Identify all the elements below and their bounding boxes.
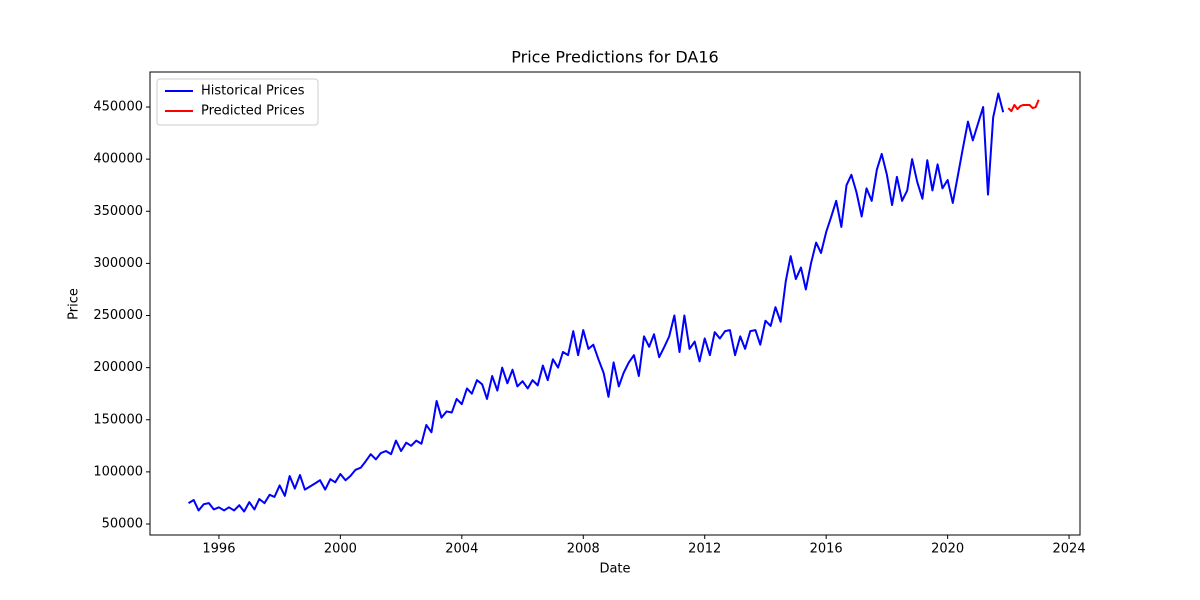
- line-series: [188, 92, 1005, 513]
- x-tick-label: 2020: [931, 542, 964, 557]
- y-tick-label: 100000: [93, 464, 143, 479]
- x-tick-label: 2004: [445, 542, 478, 557]
- y-tick-label: 350000: [93, 204, 143, 219]
- x-tick-label: 2016: [810, 542, 843, 557]
- plot-area: [149, 71, 1081, 536]
- chart-title: Price Predictions for DA16: [511, 48, 718, 67]
- legend-label: Historical Prices: [201, 84, 305, 99]
- legend-box: [156, 78, 319, 126]
- y-tick-label: 450000: [93, 100, 143, 115]
- legend: Historical Prices Predicted Prices: [156, 78, 319, 126]
- legend-label: Predicted Prices: [201, 104, 305, 119]
- y-tick-label: 50000: [102, 517, 143, 532]
- y-tick-label: 150000: [93, 412, 143, 427]
- x-tick-label: 1996: [202, 542, 235, 557]
- y-tick-label: 300000: [93, 256, 143, 271]
- y-tick-label: 250000: [93, 308, 143, 323]
- y-tick-label: 200000: [93, 360, 143, 375]
- x-tick-label: 2000: [324, 542, 357, 557]
- x-tick-label: 2024: [1053, 542, 1086, 557]
- line-series: [1007, 99, 1040, 113]
- x-axis-label: Date: [599, 562, 630, 577]
- y-tick-label: 400000: [93, 152, 143, 167]
- y-axis-label: Price: [67, 288, 82, 320]
- x-tick-label: 2012: [688, 542, 721, 557]
- x-tick-label: 2008: [567, 542, 600, 557]
